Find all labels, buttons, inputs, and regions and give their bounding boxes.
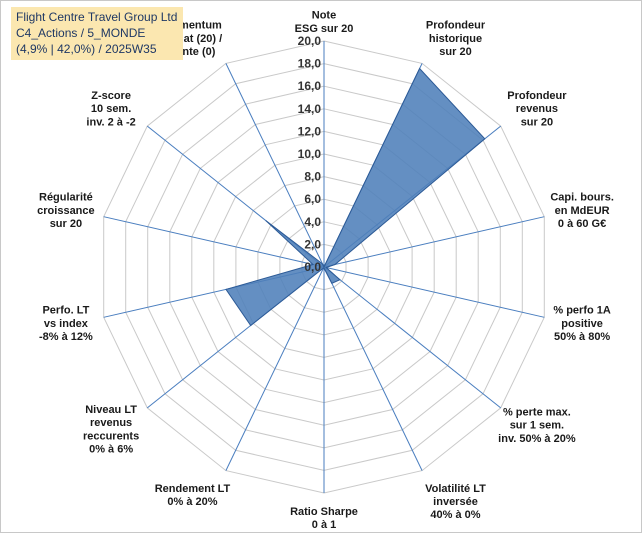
axis-label: Rendement LT 0% à 20%	[155, 483, 231, 508]
title-company: Flight Centre Travel Group Ltd	[16, 10, 178, 24]
axis-label-line: ESG sur 20	[295, 23, 354, 35]
axis-label-line: 40% à 0%	[430, 509, 480, 521]
radial-tick-label: 8,0	[304, 170, 321, 184]
radial-tick-label: 2,0	[304, 237, 321, 251]
axis-label: Ratio Sharpe 0 à 1	[290, 506, 358, 531]
chart-title-box: Flight Centre Travel Group Ltd C4_Action…	[11, 7, 184, 60]
data-series-area	[225, 67, 486, 327]
axis-label-line: revenus	[516, 103, 558, 115]
axis-label-line: revenus	[90, 417, 132, 429]
axis-label-line: Volatilité LT	[425, 483, 486, 495]
radial-tick-label: 6,0	[304, 192, 321, 206]
title-stats: (4,9% | 42,0%) / 2025W35	[16, 42, 157, 56]
radial-tick-label: 10,0	[298, 147, 322, 161]
radial-tick-label: 12,0	[298, 124, 322, 138]
axis-label: % perte max. sur 1 sem. inv. 50% à 20%	[498, 406, 576, 444]
axis-label-line: 0% à 6%	[89, 444, 133, 456]
axis-label: Volatilité LT inversée 40% à 0%	[425, 483, 486, 521]
axis-label-line: 50% à 80%	[554, 331, 610, 343]
axis-spoke	[103, 216, 325, 268]
axis-label-line: 10 sem.	[91, 103, 131, 115]
axis-label-line: Perfo. LT	[42, 305, 89, 317]
title-category: C4_Actions / 5_MONDE	[16, 26, 146, 40]
axis-label-line: sur 20	[521, 116, 553, 128]
axis-label: Régularité croissance sur 20	[37, 192, 94, 230]
axis-label-line: 0 à 1	[312, 519, 336, 531]
axis-label: Capi. bours. en MdEUR 0 à 60 G€	[550, 192, 614, 230]
axis-spoke	[323, 266, 423, 471]
axis-label-line: Profondeur	[507, 90, 567, 102]
axis-label-line: vs index	[44, 318, 89, 330]
axis-label: Profondeur historique sur 20	[426, 20, 486, 58]
radial-tick-label: 14,0	[298, 102, 322, 116]
axis-spoke	[323, 216, 545, 268]
axis-label-line: 0 à 60 G€	[558, 218, 606, 230]
axis-label-line: sur 1 sem.	[510, 420, 564, 432]
axis-label-line: en MdEUR	[555, 205, 610, 217]
axis-label: Perfo. LT vs index -8% à 12%	[39, 305, 93, 343]
axis-label: % perfo 1A positive 50% à 80%	[553, 305, 611, 343]
axis-label-line: sur 20	[439, 46, 471, 58]
axis-label: Note ESG sur 20	[295, 10, 354, 35]
axis-label-line: Note	[312, 10, 336, 22]
axis-label-line: Régularité	[39, 192, 93, 204]
radial-tick-label: 16,0	[298, 79, 322, 93]
axis-spoke	[225, 63, 325, 268]
axis-spoke	[323, 266, 545, 318]
axis-spoke	[323, 266, 502, 409]
radial-tick-label: 18,0	[298, 57, 322, 71]
axis-label-line: reccurents	[83, 430, 139, 442]
axis-label-line: Capi. bours.	[550, 192, 614, 204]
axis-label-line: sur 20	[50, 218, 82, 230]
axis-spoke	[225, 266, 325, 471]
axis-label-line: historique	[429, 33, 482, 45]
axis-label-line: -8% à 12%	[39, 331, 93, 343]
axis-label-line: Z-score	[91, 90, 131, 102]
axis-label-line: % perfo 1A	[553, 305, 611, 317]
axis-label-line: 0% à 20%	[167, 496, 217, 508]
radial-tick-label: 0,0	[304, 260, 321, 274]
axis-label-line: inv. 50% à 20%	[498, 433, 576, 445]
axis-label-line: Profondeur	[426, 20, 486, 32]
axis-label: Z-score 10 sem. inv. 2 à -2	[86, 90, 135, 128]
axis-label-line: Niveau LT	[85, 404, 137, 416]
radial-tick-label: 4,0	[304, 215, 321, 229]
axis-label: Niveau LT revenus reccurents 0% à 6%	[83, 404, 139, 456]
axis-label-line: positive	[561, 318, 603, 330]
axis-label-line: Ratio Sharpe	[290, 506, 358, 518]
axis-label-line: croissance	[37, 205, 94, 217]
radial-tick-label: 20,0	[298, 34, 322, 48]
axis-label: Profondeur revenus sur 20	[507, 90, 567, 128]
axis-label-line: inv. 2 à -2	[86, 116, 135, 128]
axis-label-line: % perte max.	[503, 406, 571, 418]
axis-label-line: inversée	[433, 496, 478, 508]
axis-label-line: Rendement LT	[155, 483, 231, 495]
